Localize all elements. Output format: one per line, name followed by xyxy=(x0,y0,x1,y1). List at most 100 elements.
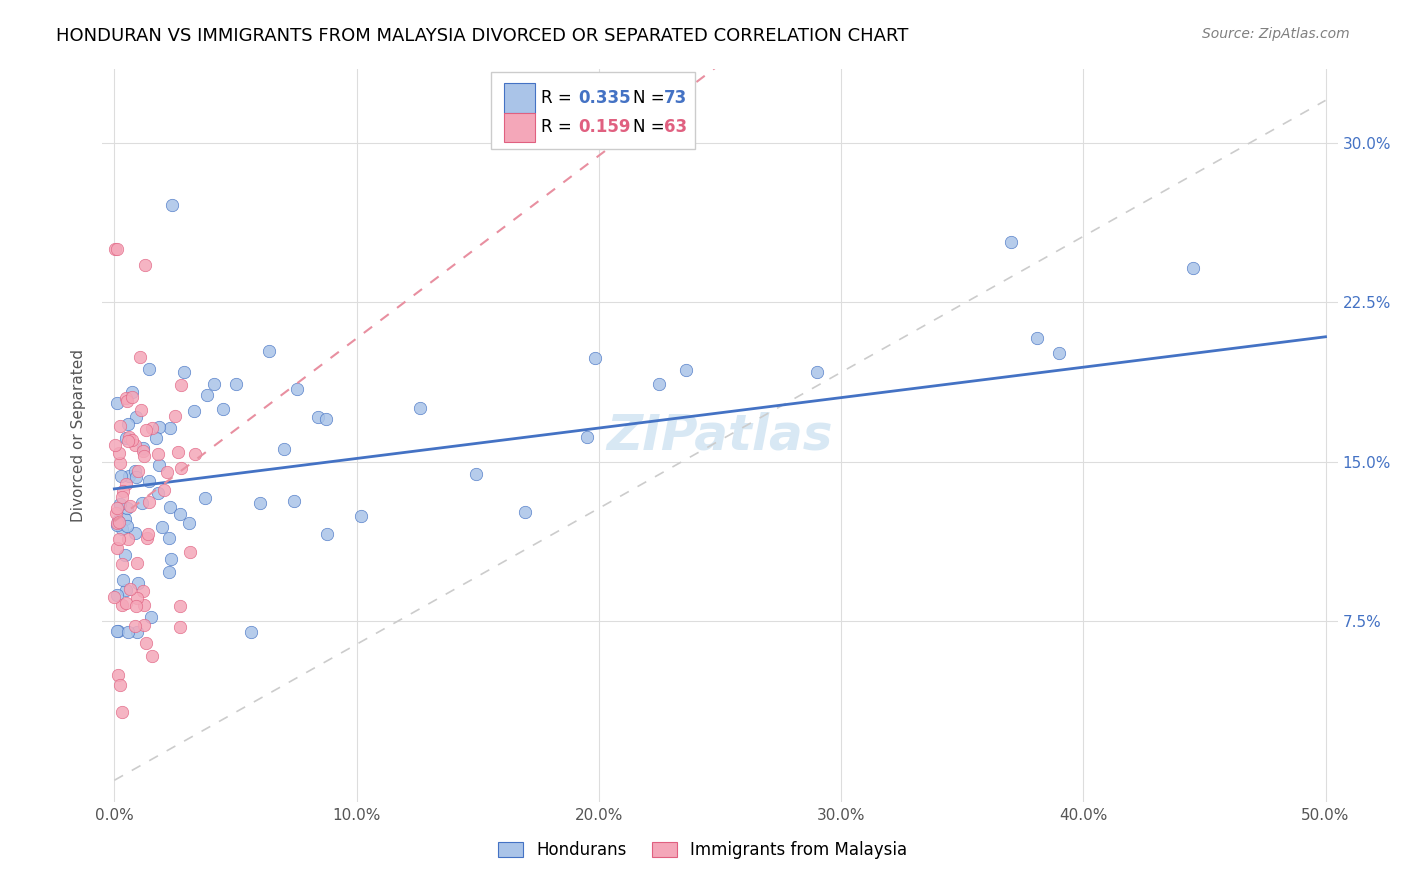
Hondurans xyxy=(315,527,337,541)
Immigrants from Malaysia xyxy=(131,402,153,417)
Bar xyxy=(503,83,534,112)
Hondurans xyxy=(117,624,139,639)
Hondurans xyxy=(1025,331,1047,345)
Hondurans xyxy=(283,494,305,508)
Immigrants from Malaysia xyxy=(179,545,201,559)
Immigrants from Malaysia xyxy=(108,532,131,546)
Hondurans xyxy=(105,396,128,410)
Immigrants from Malaysia xyxy=(107,668,129,682)
Immigrants from Malaysia xyxy=(117,532,139,546)
Hondurans xyxy=(105,518,128,533)
Immigrants from Malaysia xyxy=(135,636,157,650)
Immigrants from Malaysia xyxy=(111,483,134,498)
Text: N =: N = xyxy=(634,89,671,107)
Text: R =: R = xyxy=(541,89,576,107)
Immigrants from Malaysia xyxy=(111,705,134,719)
Immigrants from Malaysia xyxy=(108,446,131,460)
Hondurans xyxy=(1182,261,1205,276)
Immigrants from Malaysia xyxy=(125,591,148,606)
Hondurans xyxy=(115,582,138,597)
Hondurans xyxy=(159,565,181,579)
Immigrants from Malaysia xyxy=(138,527,160,541)
Bar xyxy=(503,112,534,142)
Hondurans xyxy=(285,382,308,396)
Hondurans xyxy=(177,516,200,530)
Hondurans xyxy=(315,412,337,426)
Text: 73: 73 xyxy=(664,89,688,107)
Immigrants from Malaysia xyxy=(105,516,128,530)
Immigrants from Malaysia xyxy=(104,242,127,256)
Immigrants from Malaysia xyxy=(134,449,156,463)
Immigrants from Malaysia xyxy=(111,598,134,612)
Hondurans xyxy=(202,376,225,391)
Text: ZIPatlas: ZIPatlas xyxy=(606,411,834,459)
Hondurans xyxy=(125,409,148,424)
Hondurans xyxy=(211,402,233,417)
Hondurans xyxy=(138,362,160,376)
Hondurans xyxy=(513,505,536,519)
Hondurans xyxy=(124,526,146,541)
Immigrants from Malaysia xyxy=(148,447,170,461)
Hondurans xyxy=(125,470,148,484)
Hondurans xyxy=(115,519,138,533)
Hondurans xyxy=(575,430,598,444)
Immigrants from Malaysia xyxy=(115,394,138,409)
Immigrants from Malaysia xyxy=(141,420,163,434)
Immigrants from Malaysia xyxy=(121,390,143,404)
Immigrants from Malaysia xyxy=(104,506,127,520)
Immigrants from Malaysia xyxy=(125,599,148,613)
Hondurans xyxy=(115,500,138,515)
Hondurans xyxy=(157,531,180,545)
Immigrants from Malaysia xyxy=(132,583,155,598)
Hondurans xyxy=(350,508,373,523)
Immigrants from Malaysia xyxy=(135,423,157,437)
Text: N =: N = xyxy=(634,118,671,136)
Hondurans xyxy=(105,588,128,602)
Immigrants from Malaysia xyxy=(117,434,139,448)
Immigrants from Malaysia xyxy=(132,599,155,613)
Hondurans xyxy=(114,548,136,562)
Text: 63: 63 xyxy=(664,118,688,136)
Immigrants from Malaysia xyxy=(170,378,193,392)
Immigrants from Malaysia xyxy=(169,620,191,634)
Hondurans xyxy=(249,496,271,510)
Text: R =: R = xyxy=(541,118,576,136)
Hondurans xyxy=(465,467,488,481)
Hondurans xyxy=(150,520,173,534)
Hondurans xyxy=(108,498,131,512)
Text: Source: ZipAtlas.com: Source: ZipAtlas.com xyxy=(1202,27,1350,41)
Immigrants from Malaysia xyxy=(105,242,128,256)
Immigrants from Malaysia xyxy=(111,491,134,505)
Hondurans xyxy=(169,508,191,522)
Hondurans xyxy=(583,351,606,365)
Immigrants from Malaysia xyxy=(111,557,134,571)
Immigrants from Malaysia xyxy=(108,678,131,692)
Immigrants from Malaysia xyxy=(170,461,193,475)
Hondurans xyxy=(148,458,170,472)
Y-axis label: Divorced or Separated: Divorced or Separated xyxy=(72,349,86,522)
Immigrants from Malaysia xyxy=(110,419,132,434)
Immigrants from Malaysia xyxy=(107,515,129,529)
Hondurans xyxy=(121,384,143,399)
Immigrants from Malaysia xyxy=(152,483,174,497)
Immigrants from Malaysia xyxy=(183,447,205,461)
Hondurans xyxy=(194,491,217,506)
Hondurans xyxy=(145,431,167,445)
Hondurans xyxy=(1000,235,1022,250)
Hondurans xyxy=(648,377,671,392)
Immigrants from Malaysia xyxy=(169,599,191,613)
Hondurans xyxy=(132,442,155,456)
Hondurans xyxy=(146,486,169,500)
Hondurans xyxy=(127,576,149,591)
Hondurans xyxy=(125,624,148,639)
Hondurans xyxy=(124,464,146,478)
Hondurans xyxy=(273,442,295,456)
Immigrants from Malaysia xyxy=(156,465,179,479)
Hondurans xyxy=(159,421,181,435)
Hondurans xyxy=(114,512,136,526)
Immigrants from Malaysia xyxy=(120,499,142,513)
Immigrants from Malaysia xyxy=(124,438,146,452)
Hondurans xyxy=(118,468,141,483)
Hondurans xyxy=(160,551,183,566)
Immigrants from Malaysia xyxy=(132,444,155,458)
